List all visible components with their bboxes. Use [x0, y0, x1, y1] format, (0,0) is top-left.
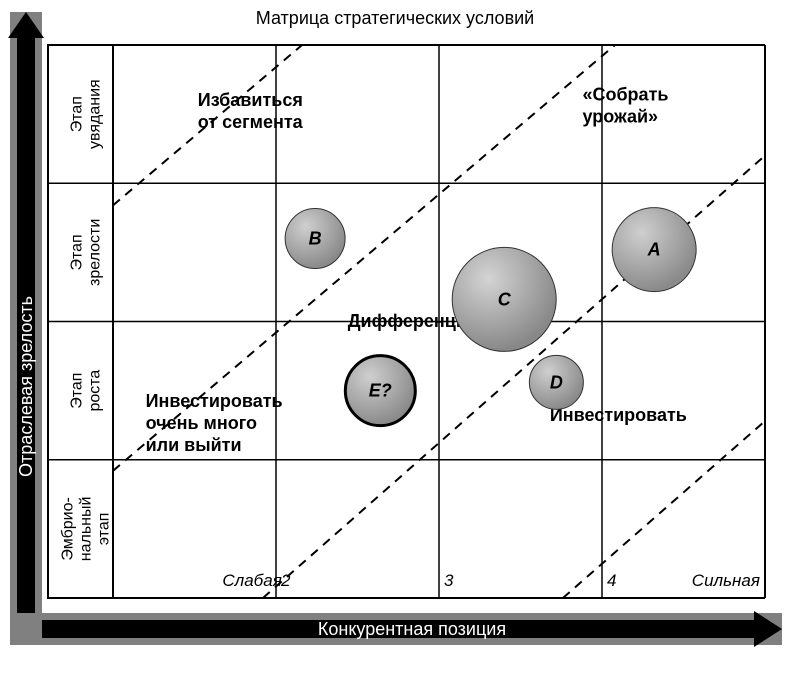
- svg-text:урожай»: урожай»: [582, 106, 658, 126]
- strategic-matrix-chart: { "chart": { "type": "bubble-matrix", "w…: [0, 0, 790, 673]
- x-tick-label: 2: [280, 571, 291, 590]
- svg-text:Инвестировать: Инвестировать: [550, 405, 687, 425]
- svg-text:Этап: Этап: [69, 96, 86, 132]
- x-axis-title: Конкурентная позиция: [318, 619, 506, 639]
- svg-text:Инвестировать: Инвестировать: [146, 391, 283, 411]
- svg-text:D: D: [550, 372, 563, 392]
- chart-title: Матрица стратегических условий: [256, 8, 535, 28]
- x-tick-label: 4: [607, 571, 616, 590]
- svg-text:«Собрать: «Собрать: [582, 84, 668, 104]
- svg-text:Эмбрио-: Эмбрио-: [60, 497, 77, 560]
- bubble-D: D: [529, 355, 583, 409]
- row-label-embryonic: Эмбрио-нальныйэтап: [60, 497, 113, 562]
- bubble-E: E?: [345, 356, 415, 426]
- bubble-C: C: [452, 247, 556, 351]
- bubble-B: B: [285, 209, 345, 269]
- x-tick-label: 3: [444, 571, 454, 590]
- x-tick-label: Слабая: [222, 571, 281, 590]
- svg-text:A: A: [647, 240, 661, 260]
- row-label-withering: Этапувядания: [69, 79, 104, 149]
- svg-text:Избавиться: Избавиться: [198, 90, 303, 110]
- y-axis-title: Отраслевая зрелость: [16, 296, 36, 477]
- svg-text:E?: E?: [369, 381, 392, 401]
- svg-text:от сегмента: от сегмента: [198, 112, 304, 132]
- row-label-growth: Этапроста: [69, 370, 104, 412]
- matrix-svg: Матрица стратегических условий Отраслевая…: [0, 0, 790, 673]
- svg-text:нальный: нальный: [78, 497, 95, 562]
- svg-text:B: B: [309, 229, 322, 249]
- svg-text:Этап: Этап: [69, 373, 86, 409]
- svg-text:Этап: Этап: [69, 234, 86, 270]
- svg-text:C: C: [498, 289, 512, 309]
- svg-text:зрелости: зрелости: [87, 219, 104, 286]
- svg-text:этап: этап: [96, 513, 113, 546]
- svg-text:или выйти: или выйти: [146, 435, 242, 455]
- region-invest: Инвестировать: [550, 405, 687, 425]
- svg-text:роста: роста: [87, 370, 104, 412]
- svg-text:увядания: увядания: [87, 79, 104, 149]
- svg-text:очень много: очень много: [146, 413, 257, 433]
- bubble-A: A: [612, 208, 696, 292]
- x-tick-label: Сильная: [692, 571, 760, 590]
- row-label-maturity: Этапзрелости: [69, 219, 104, 286]
